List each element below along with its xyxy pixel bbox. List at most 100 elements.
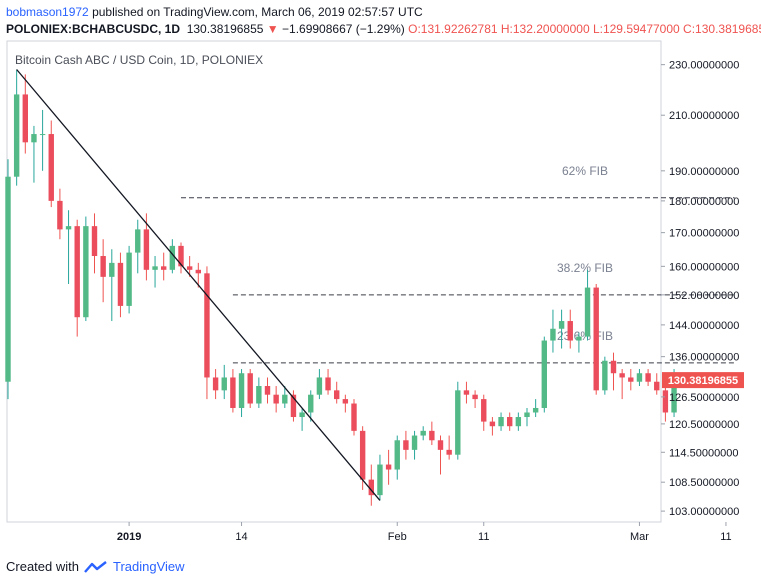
candle-body [524, 412, 530, 418]
price-tag-text: 130.38196855 [668, 375, 738, 387]
candle-25 [221, 364, 227, 400]
candle-body [628, 377, 634, 382]
price-axis[interactable]: 230.00000000 210.00000000 190.00000000 180.… [661, 60, 739, 518]
y-tick-label-9: 126.50000000 [669, 392, 739, 404]
candle-55 [481, 394, 487, 431]
author-link[interactable]: bobmason1972 [6, 5, 89, 19]
candle-54 [472, 390, 478, 408]
candle-46 [403, 430, 409, 460]
candle-body [403, 440, 409, 450]
publish-info: bobmason1972 published on TradingView.co… [6, 4, 761, 21]
candle-body [593, 287, 599, 391]
candle-body [472, 394, 478, 400]
candle-body [567, 321, 573, 341]
candle-body [351, 403, 357, 431]
candle-body [230, 377, 236, 408]
candle-body [429, 430, 435, 441]
y-tick-label-5: 160.00000000 [669, 261, 739, 273]
candle-body [204, 273, 210, 378]
candle-62 [541, 336, 547, 413]
tradingview-brand[interactable]: TradingView [112, 559, 185, 574]
candle-76 [662, 381, 669, 422]
candle-51 [446, 435, 452, 460]
candle-5 [48, 120, 54, 208]
candle-22 [195, 262, 201, 288]
candle-body [316, 377, 323, 395]
candle-6 [57, 188, 63, 240]
candle-69 [602, 356, 608, 395]
candle-body [515, 417, 522, 427]
candle-body [645, 373, 651, 382]
candle-body [5, 176, 11, 382]
candle-75 [654, 373, 660, 395]
candle-body [247, 373, 253, 404]
candle-28 [247, 369, 253, 408]
chart-area[interactable]: Bitcoin Cash ABC / USD Coin, 1D, POLONIE… [0, 40, 761, 552]
candle-body [342, 399, 349, 404]
candle-body [100, 256, 106, 277]
candle-36 [316, 369, 323, 400]
candle-30 [264, 377, 271, 404]
candle-32 [282, 386, 288, 408]
candle-52 [455, 381, 461, 460]
candle-body [212, 377, 219, 391]
candle-body [334, 390, 340, 400]
trendline [16, 69, 381, 501]
candle-1 [13, 69, 20, 186]
candle-58 [507, 412, 513, 431]
candle-body [195, 269, 201, 274]
candle-body [91, 226, 98, 257]
candle-body [13, 94, 20, 177]
candle-body [83, 226, 89, 318]
candle-body [446, 449, 452, 455]
candle-body [584, 287, 591, 337]
tradingview-logo-icon [84, 560, 107, 573]
candle-65 [567, 309, 573, 349]
candle-body [368, 479, 374, 496]
candle-2 [22, 74, 28, 154]
candle-47 [411, 430, 418, 460]
candlestick-chart[interactable]: Bitcoin Cash ABC / USD Coin, 1D, POLONIE… [0, 40, 761, 552]
candle-body [161, 266, 167, 270]
candle-44 [385, 449, 392, 485]
candle-71 [619, 369, 625, 400]
candle-body [636, 373, 643, 382]
candle-15 [135, 219, 141, 274]
candle-body [117, 262, 124, 306]
x-tick-label-5: 11 [720, 531, 731, 543]
footer: Created with TradingView [6, 559, 185, 574]
candle-14 [126, 245, 132, 314]
x-tick-label-0: 2019 [117, 531, 141, 543]
candle-70 [610, 352, 617, 391]
candle-17 [152, 256, 158, 288]
candle-body [264, 386, 271, 395]
y-tick-label-2: 190.00000000 [669, 166, 739, 178]
candle-body [325, 377, 331, 391]
candle-64 [558, 309, 565, 349]
current-price-tag: 130.38196855 [662, 372, 744, 389]
y-tick-label-8: 136.00000000 [669, 352, 739, 364]
x-tick-label-3: 11 [478, 531, 489, 543]
candle-body [619, 373, 625, 378]
candle-body [662, 390, 669, 413]
candle-body [532, 407, 539, 413]
candle-body [143, 229, 150, 270]
candle-body [39, 134, 46, 136]
candle-10 [91, 213, 98, 274]
candle-21 [186, 256, 193, 277]
candle-61 [532, 399, 539, 418]
down-arrow-icon: ▼ [266, 22, 279, 36]
candle-body [377, 464, 383, 496]
symbol-label: POLONIEX:BCHABCUSDC, 1D [6, 22, 181, 36]
candle-body [256, 386, 262, 404]
candle-53 [463, 381, 470, 404]
candle-body [22, 94, 28, 143]
candle-31 [273, 386, 279, 413]
candle-16 [143, 213, 150, 281]
candle-body [290, 394, 297, 418]
candle-43 [377, 454, 383, 501]
candle-26 [230, 369, 236, 413]
trendline-group [16, 69, 381, 501]
candle-72 [628, 369, 634, 391]
time-axis[interactable]: 2019 14 Feb 11 Mar 11 [117, 522, 732, 543]
